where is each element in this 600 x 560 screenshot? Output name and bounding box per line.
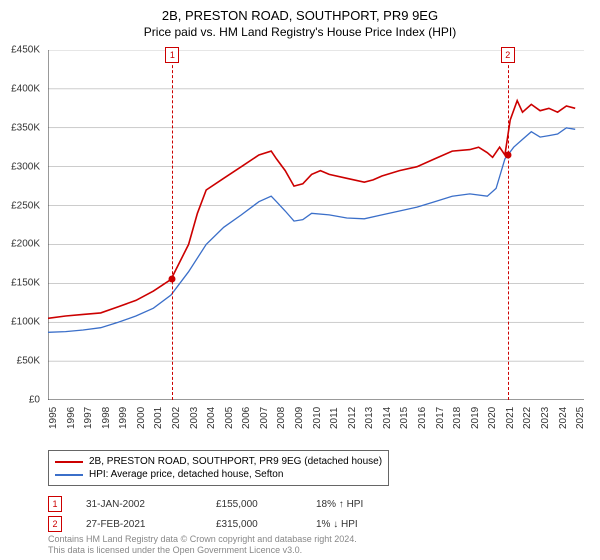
- x-tick-label: 2007: [259, 407, 270, 429]
- x-tick-label: 2011: [329, 407, 340, 429]
- marker-dot-1: [169, 276, 176, 283]
- x-tick-label: 2022: [522, 407, 533, 429]
- chart-title: 2B, PRESTON ROAD, SOUTHPORT, PR9 9EG: [0, 0, 600, 23]
- sale-price: £315,000: [216, 519, 316, 530]
- y-tick-label: £350K: [11, 122, 40, 133]
- table-row: 2 27-FEB-2021 £315,000 1% ↓ HPI: [48, 514, 436, 534]
- y-tick-label: £50K: [17, 356, 40, 367]
- series-line-property: [48, 101, 575, 319]
- sale-pct: 18% ↑ HPI: [316, 499, 436, 510]
- y-tick-label: £250K: [11, 200, 40, 211]
- x-tick-label: 1998: [101, 407, 112, 429]
- marker-box-2: 2: [501, 47, 515, 63]
- x-tick-label: 2008: [276, 407, 287, 429]
- chart-container: 2B, PRESTON ROAD, SOUTHPORT, PR9 9EG Pri…: [0, 0, 600, 560]
- footnote-line2: This data is licensed under the Open Gov…: [48, 545, 357, 556]
- sale-date: 27-FEB-2021: [86, 519, 216, 530]
- plot-area: 12: [48, 50, 584, 400]
- y-tick-label: £400K: [11, 83, 40, 94]
- y-tick-label: £450K: [11, 45, 40, 56]
- marker-vline: [508, 50, 509, 400]
- x-tick-label: 1999: [118, 407, 129, 429]
- x-tick-label: 2015: [399, 407, 410, 429]
- marker-box-1: 1: [165, 47, 179, 63]
- sale-pct: 1% ↓ HPI: [316, 519, 436, 530]
- x-tick-label: 2006: [241, 407, 252, 429]
- y-tick-label: £150K: [11, 278, 40, 289]
- chart-subtitle: Price paid vs. HM Land Registry's House …: [0, 23, 600, 39]
- x-tick-label: 2023: [540, 407, 551, 429]
- table-row: 1 31-JAN-2002 £155,000 18% ↑ HPI: [48, 494, 436, 514]
- x-tick-label: 2020: [487, 407, 498, 429]
- x-tick-label: 2001: [153, 407, 164, 429]
- series-line-hpi: [48, 128, 575, 332]
- legend-label-hpi: HPI: Average price, detached house, Seft…: [89, 469, 283, 480]
- x-tick-label: 1997: [83, 407, 94, 429]
- x-tick-label: 2013: [364, 407, 375, 429]
- legend-item-hpi: HPI: Average price, detached house, Seft…: [55, 468, 382, 481]
- legend-swatch-hpi: [55, 474, 83, 476]
- x-tick-label: 2002: [171, 407, 182, 429]
- x-axis: 1995 1996 1997 1998 1999 2000 2001 2002 2003 2004…: [48, 404, 584, 454]
- x-tick-label: 2014: [382, 407, 393, 429]
- x-tick-label: 2019: [470, 407, 481, 429]
- x-tick-label: 2017: [435, 407, 446, 429]
- x-tick-label: 2018: [452, 407, 463, 429]
- y-tick-label: £200K: [11, 239, 40, 250]
- sale-price: £155,000: [216, 499, 316, 510]
- plot-svg: [48, 50, 584, 400]
- x-tick-label: 2009: [294, 407, 305, 429]
- y-tick-label: £100K: [11, 317, 40, 328]
- sale-data-table: 1 31-JAN-2002 £155,000 18% ↑ HPI 2 27-FE…: [48, 494, 436, 534]
- marker-ref-1: 1: [48, 496, 62, 512]
- legend-box: 2B, PRESTON ROAD, SOUTHPORT, PR9 9EG (de…: [48, 450, 389, 486]
- y-tick-label: £300K: [11, 161, 40, 172]
- legend-swatch-property: [55, 461, 83, 463]
- legend-label-property: 2B, PRESTON ROAD, SOUTHPORT, PR9 9EG (de…: [89, 456, 382, 467]
- x-tick-label: 2025: [575, 407, 586, 429]
- x-tick-label: 2021: [505, 407, 516, 429]
- x-tick-label: 1996: [66, 407, 77, 429]
- marker-dot-2: [504, 152, 511, 159]
- x-tick-label: 2016: [417, 407, 428, 429]
- x-tick-label: 2000: [136, 407, 147, 429]
- marker-ref-2: 2: [48, 516, 62, 532]
- x-tick-label: 2012: [347, 407, 358, 429]
- x-tick-label: 1995: [48, 407, 59, 429]
- footnote: Contains HM Land Registry data © Crown c…: [48, 534, 357, 556]
- x-tick-label: 2005: [224, 407, 235, 429]
- sale-date: 31-JAN-2002: [86, 499, 216, 510]
- x-tick-label: 2003: [189, 407, 200, 429]
- x-tick-label: 2024: [558, 407, 569, 429]
- legend: 2B, PRESTON ROAD, SOUTHPORT, PR9 9EG (de…: [48, 450, 584, 486]
- marker-vline: [172, 50, 173, 400]
- y-axis: £0£50K£100K£150K£200K£250K£300K£350K£400…: [0, 50, 44, 400]
- footnote-line1: Contains HM Land Registry data © Crown c…: [48, 534, 357, 545]
- legend-item-property: 2B, PRESTON ROAD, SOUTHPORT, PR9 9EG (de…: [55, 455, 382, 468]
- x-tick-label: 2004: [206, 407, 217, 429]
- y-tick-label: £0: [29, 395, 40, 406]
- x-tick-label: 2010: [312, 407, 323, 429]
